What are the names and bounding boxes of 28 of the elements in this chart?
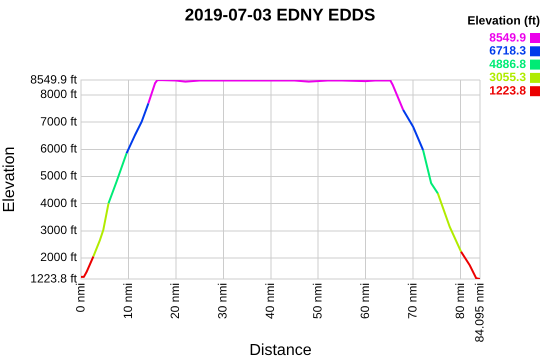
y-tick-label: 7000 ft — [40, 114, 78, 128]
y-tick-label: 1223.8 ft — [30, 271, 78, 286]
color-bar-label: 6718.3 — [489, 44, 526, 58]
y-tick-label: 4000 ft — [40, 196, 78, 210]
y-tick-label: 5000 ft — [40, 168, 78, 183]
y-tick-label: 3000 ft — [40, 223, 78, 238]
x-tick-label: 84.095 nmi — [472, 283, 486, 342]
y-tick-label: 6000 ft — [40, 142, 78, 156]
x-tick-label: 30 nmi — [216, 283, 230, 320]
x-tick-label: 80 nmi — [452, 283, 467, 320]
color-bar-label: 8549.9 — [489, 30, 526, 44]
color-bar-title: Elevation (ft) — [467, 13, 540, 28]
y-axis-title: Elevation — [1, 146, 18, 212]
x-tick-label: 70 nmi — [405, 283, 420, 320]
y-tick-label: 8549.9 ft — [30, 72, 78, 86]
x-tick-label: 50 nmi — [310, 283, 325, 320]
x-tick-label: 40 nmi — [263, 283, 278, 320]
chart-title: 2019-07-03 EDNY EDDS — [184, 6, 376, 25]
y-tick-label: 2000 ft — [40, 250, 78, 264]
x-tick-label: 20 nmi — [168, 283, 182, 320]
x-tick-label: 0 nmi — [73, 283, 88, 312]
x-tick-label: 10 nmi — [120, 283, 135, 320]
color-bar-label: 4886.8 — [489, 56, 526, 71]
color-bar-label: 1223.8 — [489, 84, 526, 98]
x-tick-label: 60 nmi — [358, 283, 372, 320]
color-bar-label: 3055.3 — [489, 70, 526, 84]
y-tick-label: 8000 ft — [40, 87, 78, 102]
x-axis-title: Distance — [249, 342, 312, 359]
